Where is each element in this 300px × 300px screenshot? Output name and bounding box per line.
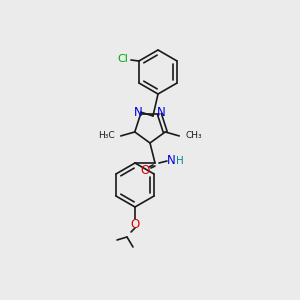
Text: CH₃: CH₃	[185, 131, 202, 140]
Text: O: O	[140, 164, 150, 178]
Text: H: H	[176, 156, 184, 166]
Text: N: N	[134, 106, 143, 118]
Text: Cl: Cl	[118, 54, 128, 64]
Text: H₃C: H₃C	[98, 131, 115, 140]
Text: N: N	[157, 106, 166, 118]
Text: N: N	[167, 154, 176, 167]
Text: O: O	[130, 218, 140, 230]
